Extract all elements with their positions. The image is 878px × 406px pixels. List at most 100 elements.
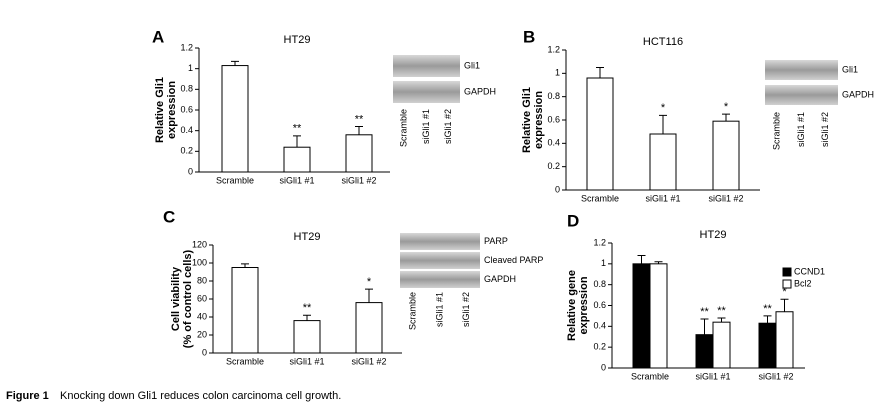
bar: [712, 321, 731, 369]
blot-band-label: GAPDH: [842, 89, 874, 99]
blot-lane-label: siGli1 #2: [443, 109, 453, 144]
x-tick-label: siGli1 #1: [279, 175, 314, 185]
x-tick-label: siGli1 #2: [351, 356, 386, 366]
bar: [758, 322, 777, 369]
bar: [649, 263, 668, 369]
blot-band-label: GAPDH: [464, 86, 496, 96]
error-bar: [231, 60, 239, 66]
error-bar: [722, 113, 730, 122]
y-axis-label: (% of control cells): [182, 249, 194, 348]
y-axis-label: expression: [578, 276, 590, 334]
significance: **: [293, 123, 302, 135]
y-axis-label: expression: [533, 91, 545, 149]
chart-title: HT29: [700, 229, 727, 241]
y-tick-label: 0: [555, 184, 560, 194]
legend-swatch: [782, 267, 792, 277]
x-tick-label: Scramble: [226, 356, 264, 366]
bar: [355, 302, 383, 354]
x-tick-label: siGli1 #2: [758, 371, 793, 381]
panel-letter: A: [152, 27, 164, 46]
y-axis-label: Relative Gli1: [154, 77, 166, 143]
significance: **: [700, 306, 709, 318]
x-tick-label: Scramble: [581, 193, 619, 203]
blot-lane-label: Scramble: [772, 112, 782, 150]
x-tick-label: Scramble: [631, 371, 669, 381]
bar: [632, 263, 651, 369]
y-axis-label: Relative gene: [566, 270, 578, 341]
legend-label: Bcl2: [794, 278, 812, 288]
y-tick-label: 0: [601, 362, 606, 372]
y-tick-label: 1.2: [593, 237, 606, 247]
bar: [283, 146, 311, 173]
error-bar: [763, 315, 772, 324]
significance: **: [355, 113, 364, 125]
y-tick-label: 0.6: [547, 114, 560, 124]
blot-band-label: Gli1: [842, 64, 858, 74]
significance: *: [782, 286, 787, 298]
blot-band: [393, 81, 460, 103]
blot-band: [400, 252, 480, 269]
y-tick-label: 1: [555, 68, 560, 78]
significance: *: [724, 101, 729, 113]
y-tick-label: 0.4: [547, 138, 560, 148]
blot-lane-label: siGli1 #1: [434, 292, 444, 327]
blot-band: [393, 55, 460, 77]
blot-band-label: Cleaved PARP: [484, 255, 543, 265]
error-bar: [700, 318, 709, 335]
caption-label: Figure 1: [6, 390, 49, 402]
blot-lane-label: siGli1 #2: [461, 292, 471, 327]
blot-band: [765, 60, 838, 80]
x-tick-label: siGli1 #1: [645, 193, 680, 203]
y-axis-label: expression: [166, 81, 178, 139]
bar: [712, 120, 740, 191]
y-tick-label: 120: [192, 239, 207, 249]
bar: [649, 133, 677, 191]
y-tick-label: 1: [188, 63, 193, 73]
y-axis-label: Cell viability: [170, 266, 182, 331]
y-tick-label: 0.2: [547, 161, 560, 171]
panel-letter: D: [567, 211, 579, 230]
error-bar: [355, 126, 363, 135]
x-tick-label: siGli1 #1: [695, 371, 730, 381]
y-tick-label: 0.6: [593, 300, 606, 310]
blot-lane-label: siGli1 #1: [796, 112, 806, 147]
error-bar: [637, 255, 646, 264]
error-bar: [717, 317, 726, 323]
y-tick-label: 0.2: [593, 342, 606, 352]
error-bar: [241, 263, 249, 268]
y-tick-label: 60: [197, 293, 207, 303]
legend-swatch: [782, 279, 792, 289]
y-tick-label: 0.4: [180, 125, 193, 135]
y-tick-label: 20: [197, 329, 207, 339]
bar: [221, 65, 249, 173]
significance: **: [763, 303, 772, 315]
y-tick-label: 0.8: [547, 91, 560, 101]
blot-lane-label: siGli1 #2: [820, 112, 830, 147]
y-tick-label: 0.8: [593, 279, 606, 289]
bar: [695, 334, 714, 369]
blot-band-label: Gli1: [464, 60, 480, 70]
error-bar: [596, 67, 604, 78]
bar: [231, 267, 259, 354]
blot-band: [400, 233, 480, 250]
panel-letter: C: [163, 207, 175, 226]
blot-band-label: PARP: [484, 236, 508, 246]
y-axis-label: Relative Gli1: [521, 87, 533, 153]
legend-label: CCND1: [794, 266, 825, 276]
y-tick-label: 1.2: [180, 42, 193, 52]
y-tick-label: 0: [188, 166, 193, 176]
y-tick-label: 1.2: [547, 44, 560, 54]
y-tick-label: 80: [197, 275, 207, 285]
chart-title: HT29: [284, 34, 311, 46]
y-tick-label: 1: [601, 258, 606, 268]
error-bar: [365, 288, 373, 303]
y-tick-label: 0.6: [180, 104, 193, 114]
x-tick-label: siGli1 #1: [289, 356, 324, 366]
chart-title: HT29: [294, 231, 321, 243]
y-tick-label: 40: [197, 311, 207, 321]
error-bar: [659, 114, 667, 134]
significance: **: [717, 305, 726, 317]
x-tick-label: siGli1 #2: [708, 193, 743, 203]
error-bar: [303, 314, 311, 321]
